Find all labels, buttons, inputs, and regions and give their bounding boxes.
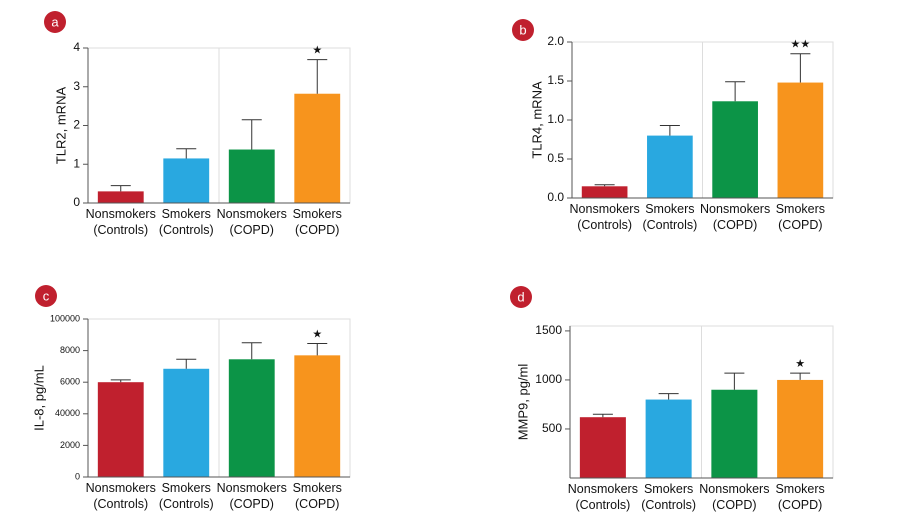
panel-badge (35, 285, 57, 307)
panel-badge (512, 19, 534, 41)
y-tick-label: 0 (73, 195, 80, 209)
panel-label: b (519, 22, 526, 37)
error-bar (241, 119, 262, 150)
x-tick-label: Smokers (COPD) (292, 207, 342, 237)
y-tick-label: 1.5 (547, 73, 564, 87)
x-tick-label: Smokers (Controls) (641, 482, 697, 512)
error-bar (307, 59, 328, 94)
x-tick-label: Smokers (Controls) (158, 207, 214, 237)
bar (97, 382, 144, 477)
bar (777, 82, 824, 198)
significance-marker: ★ (312, 45, 322, 57)
bar (163, 368, 210, 477)
x-tick-label: Nonsmokers (COPD) (216, 481, 287, 511)
y-tick-label: 8000 (60, 345, 80, 355)
error-bar (176, 358, 197, 369)
x-tick-label: Nonsmokers (Controls) (569, 202, 640, 232)
error-bar (724, 372, 745, 390)
y-tick-label: 6000 (60, 377, 80, 387)
x-tick-label: Smokers (Controls) (158, 481, 214, 511)
y-axis-label: IL-8, pg/mL (31, 365, 46, 431)
y-axis-label: TLR4, mRNA (529, 81, 544, 159)
y-tick-label: 2.0 (547, 34, 564, 48)
panel-label: d (517, 289, 524, 304)
bar (228, 359, 275, 477)
bar (645, 399, 692, 478)
y-tick-label: 100000 (50, 313, 80, 323)
bar (711, 389, 758, 478)
y-tick-label: 4 (73, 40, 80, 54)
x-tick-label: Smokers (COPD) (775, 482, 825, 512)
bar (228, 149, 275, 203)
error-bar (594, 184, 615, 187)
y-tick-label: 1.0 (547, 112, 564, 126)
x-tick-label: Nonsmokers (COPD) (216, 207, 287, 237)
x-tick-label: Nonsmokers (Controls) (567, 482, 638, 512)
significance-marker: ★★ (791, 39, 811, 51)
y-tick-label: 3 (73, 79, 80, 93)
error-bar (790, 372, 811, 380)
bar (581, 186, 628, 198)
y-tick-label: 500 (542, 421, 562, 435)
error-bar (790, 53, 811, 83)
panel-badge (44, 11, 66, 33)
panel-label: a (51, 14, 59, 29)
bar (712, 101, 758, 198)
error-bar (241, 342, 262, 360)
error-bar (176, 148, 197, 159)
x-tick-label: Smokers (Controls) (642, 202, 698, 232)
y-tick-label: 1500 (535, 323, 562, 337)
significance-marker: ★ (795, 358, 805, 370)
x-tick-label: Smokers (COPD) (292, 481, 342, 511)
error-bar (110, 185, 131, 192)
y-axis-label: TLR2, mRNA (53, 87, 68, 165)
y-tick-label: 1 (73, 156, 80, 170)
x-tick-label: Smokers (COPD) (775, 202, 826, 232)
error-bar (658, 393, 679, 400)
bar (579, 417, 626, 478)
panel-badge (510, 286, 532, 308)
x-tick-label: Nonsmokers (Controls) (85, 481, 156, 511)
bar (163, 158, 210, 203)
error-bar (659, 124, 680, 136)
y-tick-label: 40000 (55, 408, 80, 418)
x-tick-label: Nonsmokers (COPD) (699, 482, 770, 512)
bar (294, 355, 341, 477)
y-tick-label: 2000 (60, 440, 80, 450)
error-bar (592, 413, 613, 418)
significance-marker: ★ (312, 328, 322, 340)
error-bar (307, 342, 328, 356)
y-axis-label: MMP9, pg/ml (515, 364, 530, 441)
y-tick-label: 2 (73, 118, 80, 132)
y-tick-label: 1000 (535, 372, 562, 386)
y-tick-label: 0 (75, 471, 80, 481)
x-tick-label: Nonsmokers (COPD) (700, 202, 771, 232)
y-tick-label: 0.0 (547, 190, 564, 204)
bar (777, 379, 824, 478)
error-bar (110, 379, 131, 383)
panel-label: c (43, 288, 50, 303)
x-tick-label: Nonsmokers (Controls) (85, 207, 156, 237)
y-tick-label: 0.5 (547, 151, 564, 165)
bar (97, 191, 144, 203)
bar (294, 93, 341, 203)
bar (647, 135, 693, 198)
error-bar (725, 81, 746, 102)
